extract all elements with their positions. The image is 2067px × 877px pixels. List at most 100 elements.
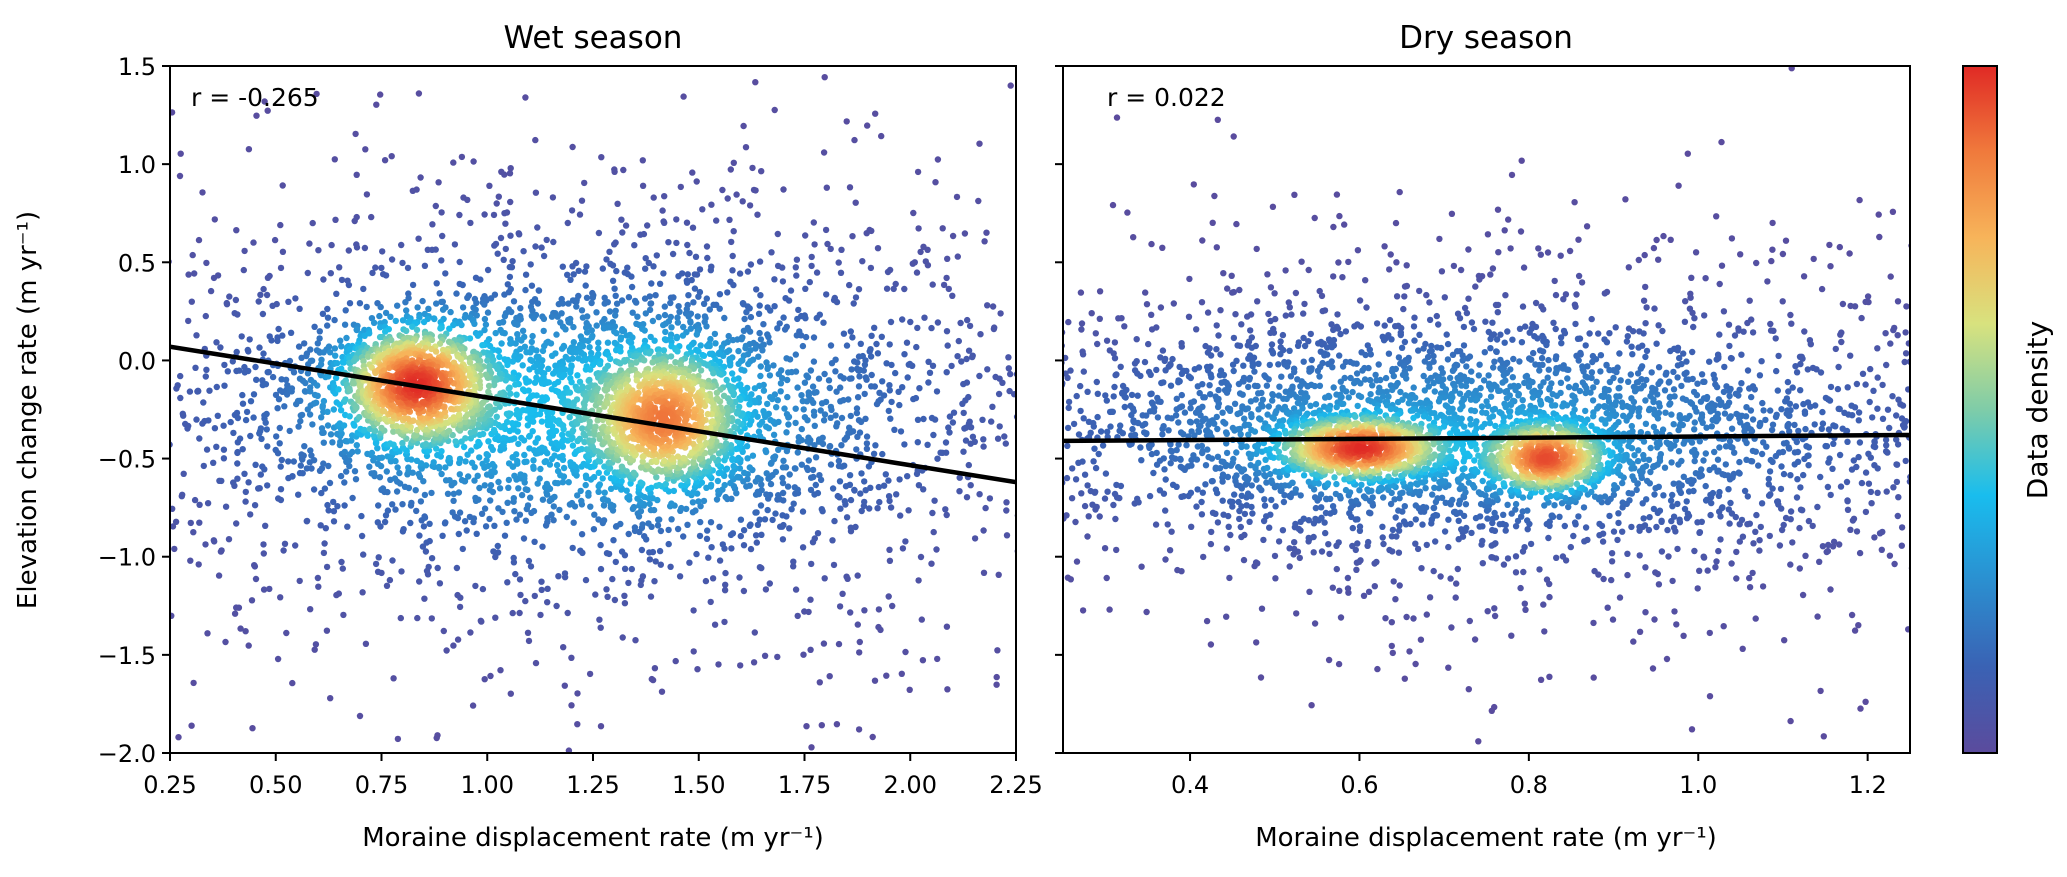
data-point — [484, 357, 491, 364]
data-point — [525, 557, 533, 565]
data-point — [953, 193, 961, 201]
data-point — [393, 422, 400, 430]
data-point — [740, 527, 748, 534]
data-point — [470, 158, 477, 165]
data-point — [747, 313, 755, 321]
data-point — [596, 481, 603, 488]
data-point — [304, 269, 311, 277]
data-point — [481, 315, 489, 323]
data-point — [780, 457, 787, 464]
data-point — [838, 246, 845, 253]
data-point — [467, 429, 474, 436]
data-point — [346, 300, 354, 307]
data-point — [976, 491, 983, 498]
data-point — [612, 312, 619, 319]
data-point — [995, 571, 1002, 578]
data-point — [363, 191, 371, 198]
data-point — [874, 245, 882, 252]
data-point — [290, 369, 298, 376]
data-point — [553, 461, 561, 469]
data-point — [481, 482, 488, 489]
data-point — [539, 357, 546, 364]
data-point — [506, 273, 514, 281]
data-point — [711, 621, 719, 628]
data-point — [466, 335, 474, 342]
data-point — [995, 390, 1003, 398]
data-point — [520, 535, 528, 542]
data-point — [589, 361, 597, 369]
data-point — [630, 469, 637, 476]
data-point — [943, 274, 950, 282]
data-point — [876, 389, 883, 396]
data-point — [501, 313, 509, 320]
data-point — [943, 328, 951, 335]
data-point — [694, 313, 701, 320]
data-point — [712, 340, 719, 347]
data-point — [1019, 283, 1025, 289]
data-point — [746, 202, 754, 209]
data-point — [317, 361, 325, 368]
data-point — [955, 337, 962, 345]
data-point — [817, 407, 824, 414]
data-point — [421, 595, 428, 602]
data-point — [307, 388, 314, 395]
data-point — [984, 302, 991, 309]
data-point — [687, 319, 694, 326]
data-point — [620, 166, 627, 174]
data-point — [597, 723, 605, 730]
data-point — [502, 220, 509, 227]
data-point — [549, 194, 557, 201]
data-point — [240, 266, 247, 274]
data-point — [232, 296, 240, 304]
data-point — [496, 485, 504, 492]
data-point — [603, 256, 610, 263]
data-point — [903, 339, 911, 346]
data-point — [179, 491, 186, 498]
data-point — [724, 195, 731, 202]
data-point — [415, 90, 423, 97]
data-point — [813, 314, 820, 322]
data-point — [957, 319, 964, 327]
data-point — [161, 485, 167, 491]
data-point — [360, 285, 367, 293]
data-point — [747, 521, 754, 528]
data-point — [648, 675, 655, 683]
data-point — [516, 231, 523, 238]
data-point — [794, 384, 801, 391]
data-point — [509, 358, 516, 365]
data-point — [237, 625, 244, 632]
data-point — [346, 457, 353, 464]
data-point — [541, 342, 548, 350]
data-point — [295, 343, 303, 350]
data-point — [700, 497, 708, 505]
data-point — [637, 231, 644, 238]
data-point — [703, 323, 710, 330]
data-point — [227, 418, 234, 426]
data-point — [644, 462, 651, 469]
data-point — [618, 216, 625, 223]
data-point — [579, 425, 586, 432]
data-point — [283, 629, 290, 637]
data-point — [330, 518, 338, 525]
data-point — [752, 532, 760, 539]
data-point — [621, 565, 629, 572]
data-point — [177, 372, 184, 380]
wet-season-points — [161, 74, 1025, 753]
data-point — [388, 153, 395, 160]
data-point — [279, 182, 286, 189]
data-point — [233, 520, 240, 527]
data-point — [699, 382, 706, 389]
data-point — [764, 506, 771, 514]
data-point — [766, 339, 773, 346]
data-point — [573, 298, 580, 305]
data-point — [792, 405, 799, 412]
data-point — [260, 350, 267, 357]
data-point — [640, 452, 647, 460]
data-point — [802, 285, 809, 292]
data-point — [567, 276, 574, 283]
data-point — [611, 168, 618, 175]
data-point — [901, 285, 908, 293]
data-point — [626, 493, 633, 500]
data-point — [523, 379, 530, 386]
data-point — [758, 531, 765, 538]
